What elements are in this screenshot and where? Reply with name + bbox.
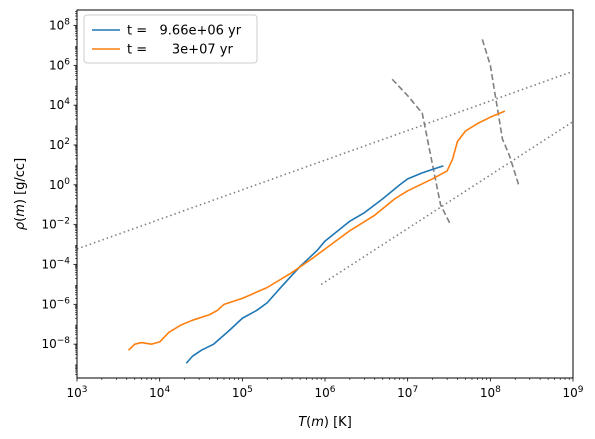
y-tick-label: 10−8 [41, 336, 70, 351]
x-tick-label: 105 [232, 385, 253, 400]
x-tick-label: 109 [562, 385, 583, 400]
y-tick-label: 100 [49, 177, 70, 192]
y-tick-label: 106 [49, 57, 70, 72]
x-tick-label: 106 [314, 385, 335, 400]
y-tick-label: 102 [49, 137, 70, 152]
y-tick-label: 108 [49, 17, 70, 32]
legend-label-1: t = 9.66e+06 yr [127, 24, 242, 39]
y-tick-label: 104 [49, 97, 70, 112]
x-axis-ticks: 103 104 105 106 107 108 109 [66, 378, 584, 400]
reference-lines [77, 39, 573, 286]
legend-label-2: t = 3e+07 yr [127, 43, 233, 58]
series-lines [127, 110, 506, 364]
x-axis-label: T(m) [K] [298, 415, 352, 430]
x-tick-label: 108 [480, 385, 501, 400]
x-axis-label-text: T(m) [K] [298, 415, 352, 430]
legend-box [83, 14, 258, 64]
y-tick-label: 10−4 [41, 256, 70, 271]
x-tick-label: 104 [149, 385, 170, 400]
plot-area [77, 10, 573, 378]
reference-line-dotted-2 [320, 120, 573, 286]
y-axis-ticks: 10−8 10−6 10−4 10−2 100 102 104 106 108 [41, 11, 77, 375]
y-axis-label: ρ(m) [g/cc] [13, 158, 28, 230]
x-tick-label: 103 [66, 385, 87, 400]
reference-line-dashed-3 [391, 78, 452, 226]
series-line-1 [185, 165, 444, 364]
series-line-2 [127, 110, 506, 351]
reference-line-dashed-4 [481, 39, 520, 186]
y-tick-label: 10−2 [41, 217, 70, 232]
y-axis-label-text: ρ(m) [g/cc] [13, 158, 28, 230]
y-tick-label: 10−6 [41, 296, 70, 311]
legend: t = 9.66e+06 yr t = 3e+07 yr [83, 14, 258, 64]
x-tick-label: 107 [397, 385, 418, 400]
